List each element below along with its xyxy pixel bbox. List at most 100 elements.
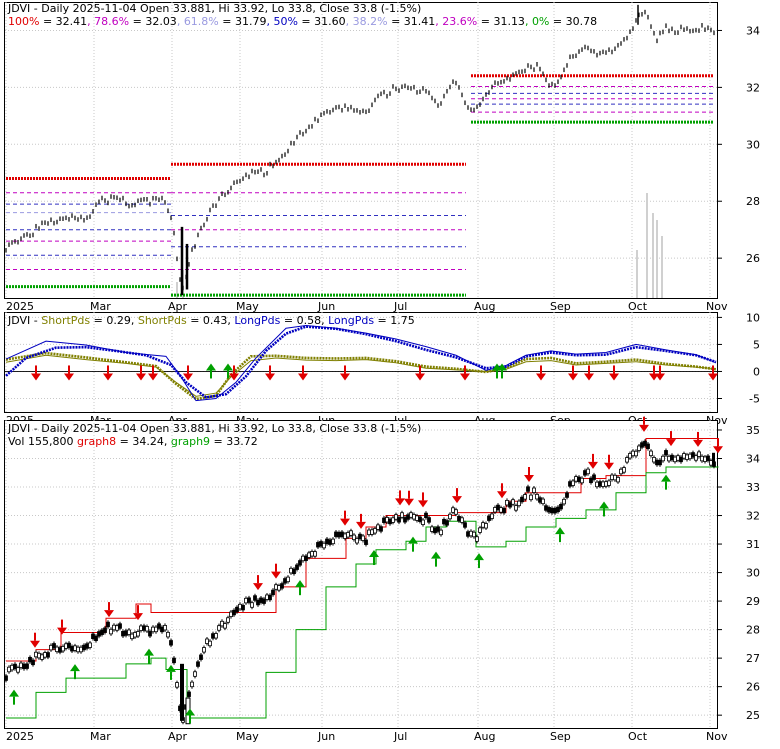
candle-body <box>607 480 611 486</box>
y-tick-label: 35 <box>746 424 760 437</box>
candle-body <box>241 604 245 611</box>
candle-body <box>271 589 275 596</box>
candle-body <box>109 628 113 635</box>
candle-body <box>388 518 392 525</box>
candle-body <box>508 502 512 508</box>
buy-signal-arrow <box>166 664 176 672</box>
x-tick-label: 2025 <box>6 300 34 313</box>
candle-body <box>325 538 329 545</box>
candle-body <box>337 532 341 538</box>
candle-body <box>628 453 632 459</box>
fib-level-name: 38.2% <box>353 15 388 28</box>
fib-label: , <box>87 15 94 28</box>
y-tick-label: 26 <box>746 252 760 265</box>
candle-body <box>550 507 554 514</box>
x-tick-label: Aug <box>474 300 495 313</box>
candle-body <box>85 643 89 649</box>
candle-body <box>247 597 251 603</box>
candle-body <box>520 496 524 503</box>
oscillator-buy-arrow <box>497 363 507 371</box>
oscillator-sell-arrow <box>148 373 158 381</box>
candle-body <box>61 645 65 652</box>
candle-body <box>340 531 344 537</box>
candle-body <box>472 531 476 538</box>
candle-body <box>112 624 116 631</box>
candle-body <box>664 450 668 456</box>
oscillator-sell-arrow <box>265 373 275 381</box>
y-tick-label: 32 <box>746 81 760 94</box>
candle-body <box>637 445 641 451</box>
y-tick-label: 26 <box>746 681 760 694</box>
candle-body <box>451 507 455 513</box>
oscillator-series-line <box>5 325 717 402</box>
candle-body <box>295 564 299 570</box>
oscillator-sell-arrow <box>708 373 718 381</box>
candle-body <box>130 633 134 640</box>
fib-label: , <box>346 15 353 28</box>
volume-bar <box>646 193 648 298</box>
candle-body <box>343 533 347 539</box>
candle-body <box>616 476 620 483</box>
x-tick-label: Mar <box>90 300 111 313</box>
candle-body <box>127 629 131 635</box>
candle-body <box>133 632 137 638</box>
candle-body <box>595 481 599 488</box>
x-tick-label: Oct <box>628 300 648 313</box>
fib-level-value: = 30.78 <box>549 15 597 28</box>
stops-legend-name: graph9 <box>171 435 210 448</box>
buy-signal-arrow <box>70 664 80 672</box>
y-tick-label: -5 <box>749 392 760 405</box>
candle-body <box>712 452 715 465</box>
y-tick-label: 0 <box>753 365 760 378</box>
candle-body <box>103 627 107 633</box>
candle-body <box>640 442 644 448</box>
candle-body <box>259 597 263 603</box>
candle-body <box>214 633 218 639</box>
oscillator-buy-arrow <box>206 363 216 371</box>
volume-bar <box>176 282 178 298</box>
candle-body <box>160 626 164 633</box>
sell-signal-arrow <box>452 496 462 504</box>
candle-body <box>433 527 437 534</box>
candle-body <box>553 507 557 514</box>
candle-body <box>289 567 293 574</box>
candle-body <box>208 640 212 647</box>
y-tick-label: 31 <box>746 538 760 551</box>
candle-body <box>589 477 593 484</box>
buy-signal-arrow <box>555 527 565 535</box>
candle-body <box>481 522 485 528</box>
candle-body <box>46 652 50 658</box>
candle-body <box>499 507 503 513</box>
candle-body <box>643 440 647 447</box>
candle-body <box>10 664 14 671</box>
candle-body <box>304 555 308 561</box>
candle-body <box>199 654 203 660</box>
sell-signal-arrow <box>253 583 263 591</box>
buy-signal-arrow <box>185 708 195 716</box>
candle-body <box>568 481 572 487</box>
candle-body <box>298 560 302 566</box>
candle-body <box>229 611 233 618</box>
candle-body <box>673 456 677 463</box>
candle-body <box>40 654 44 660</box>
candle-body <box>547 507 551 513</box>
candle-body <box>262 598 266 604</box>
sell-signal-arrow <box>639 424 649 432</box>
price-title: JDVI - Daily 2025-11-04 Open 33.881, Hi … <box>7 2 421 15</box>
candle-body <box>373 528 377 534</box>
candle-body <box>478 527 482 533</box>
candle-body <box>313 551 317 557</box>
candle-body <box>34 651 38 658</box>
candle-body <box>28 656 32 663</box>
candle-body <box>523 494 527 500</box>
fib-legend: 100% = 32.41, 78.6% = 32.03, 61.8% = 31.… <box>8 15 597 28</box>
candle-body <box>346 532 350 538</box>
fib-level-value: = 31.13 <box>477 15 525 28</box>
candle-body <box>136 631 140 637</box>
fib-level-value: = 32.03 <box>129 15 177 28</box>
stops-title: JDVI - Daily 2025-11-04 Open 33.881, Hi … <box>7 422 421 435</box>
candle-body <box>319 541 323 547</box>
sell-signal-arrow <box>104 610 114 618</box>
candle-body <box>679 456 683 463</box>
sell-signal-arrow <box>395 498 405 506</box>
